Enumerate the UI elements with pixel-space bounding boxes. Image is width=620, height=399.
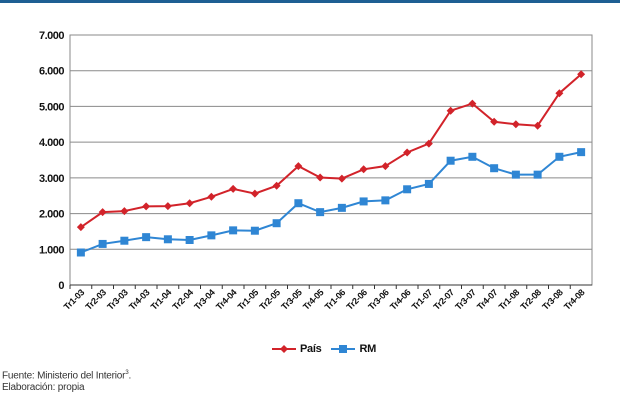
x-tick-label: Tr2-07 — [431, 287, 456, 312]
x-tick-label: Tr2-06 — [344, 287, 369, 312]
point-pais — [229, 184, 238, 193]
point-rm — [403, 185, 412, 194]
legend-label-pais: País — [300, 343, 322, 355]
x-tick-label: Tr3-06 — [366, 287, 391, 312]
x-tick-label: Tr4-05 — [301, 287, 326, 312]
point-pais — [533, 121, 542, 130]
point-rm — [250, 226, 259, 235]
point-rm — [316, 208, 325, 217]
point-pais — [207, 192, 216, 201]
x-tick-label: Tr4-08 — [562, 287, 587, 312]
point-rm — [446, 156, 455, 165]
x-tick-label: Tr3-08 — [540, 287, 565, 312]
author-note: Elaboración: propia — [2, 382, 85, 394]
x-tick-label: Tr3-04 — [192, 287, 217, 312]
legend-item-pais: País — [272, 343, 322, 355]
point-pais — [272, 181, 281, 190]
point-pais — [142, 202, 151, 211]
point-rm — [468, 152, 477, 161]
point-rm — [533, 170, 542, 179]
point-pais — [185, 199, 194, 208]
point-rm — [185, 236, 194, 244]
x-tick-label: Tr1-08 — [497, 287, 522, 312]
x-axis: Tr1-03Tr2-03Tr3-03Tr4-03Tr1-04Tr2-04Tr3-… — [62, 284, 592, 312]
point-pais — [446, 106, 455, 115]
point-rm — [229, 226, 238, 235]
x-tick-label: Tr4-03 — [127, 287, 152, 312]
point-rm — [294, 199, 303, 208]
point-pais — [120, 207, 129, 216]
point-pais — [250, 189, 259, 198]
y-tick-label: 7.000 — [39, 30, 64, 42]
x-tick-label: Tr4-07 — [475, 287, 500, 312]
x-tick-label: Tr1-07 — [410, 287, 435, 312]
legend-label-rm: RM — [359, 343, 376, 355]
point-pais — [337, 174, 346, 183]
point-rm — [337, 203, 346, 212]
grid-lines — [69, 34, 593, 286]
series-line-pais — [80, 73, 582, 228]
point-pais — [468, 99, 477, 108]
legend-item-rm: RM — [331, 343, 376, 355]
point-pais — [577, 70, 586, 79]
x-tick-label: Tr3-05 — [279, 287, 304, 312]
source-note: Fuente: Ministerio del Interior3. — [2, 370, 132, 382]
plot-frame — [69, 34, 593, 286]
point-rm — [359, 197, 368, 206]
x-tick-label: Tr1-04 — [149, 287, 174, 312]
point-rm — [207, 231, 216, 240]
point-rm — [142, 233, 151, 242]
point-rm — [76, 248, 85, 257]
y-tick-label: 1.000 — [39, 244, 64, 256]
point-pais — [98, 208, 107, 217]
point-pais — [555, 89, 564, 98]
point-pais — [403, 148, 412, 157]
x-tick-label: Tr4-04 — [214, 287, 239, 312]
point-rm — [120, 236, 129, 245]
point-rm — [490, 164, 499, 173]
x-tick-label: Tr2-03 — [83, 287, 108, 312]
x-tick-label: Tr1-06 — [323, 287, 348, 312]
y-tick-label: 6.000 — [39, 66, 64, 78]
point-pais — [163, 202, 172, 211]
point-rm — [272, 219, 281, 228]
x-tick-label: Tr3-07 — [453, 287, 478, 312]
y-axis: 0 1.000 2.000 3.000 4.000 5.000 6.000 7.000 — [39, 30, 65, 292]
point-rm — [98, 239, 107, 248]
y-tick-label: 2.000 — [39, 209, 64, 221]
point-rm — [163, 235, 172, 244]
legend-marker-pais — [272, 345, 296, 353]
point-pais — [294, 162, 303, 171]
x-tick-label: Tr1-05 — [236, 287, 261, 312]
point-rm — [381, 196, 390, 205]
x-tick-label: Tr3-03 — [105, 287, 130, 312]
point-pais — [490, 117, 499, 126]
legend-marker-rm — [331, 345, 356, 353]
point-pais — [359, 165, 368, 174]
line-chart: 0 1.000 2.000 3.000 4.000 5.000 6.000 7.000 Tr1… — [39, 30, 593, 312]
point-pais — [76, 223, 85, 232]
x-tick-label: Tr4-06 — [388, 287, 413, 312]
point-pais — [316, 173, 325, 182]
x-tick-label: Tr1-03 — [62, 287, 87, 312]
x-tick-label: Tr2-05 — [257, 287, 282, 312]
legend: País RM — [272, 343, 376, 355]
point-rm — [555, 152, 564, 161]
footer: Fuente: Ministerio del Interior3. Elabor… — [2, 367, 131, 394]
x-tick-label: Tr2-08 — [518, 287, 543, 312]
y-tick-label: 0 — [58, 280, 64, 292]
x-tick-label: Tr2-04 — [170, 287, 195, 312]
point-pais — [381, 162, 390, 171]
point-rm — [511, 170, 520, 179]
series-line-rm — [80, 151, 582, 254]
point-pais — [424, 139, 433, 148]
series-layer — [76, 70, 586, 257]
y-tick-label: 5.000 — [39, 101, 64, 113]
point-pais — [511, 120, 520, 129]
y-tick-label: 4.000 — [39, 137, 64, 149]
point-rm — [424, 179, 433, 188]
point-rm — [577, 148, 586, 157]
top-rule — [0, 0, 620, 3]
y-tick-label: 3.000 — [39, 173, 64, 185]
